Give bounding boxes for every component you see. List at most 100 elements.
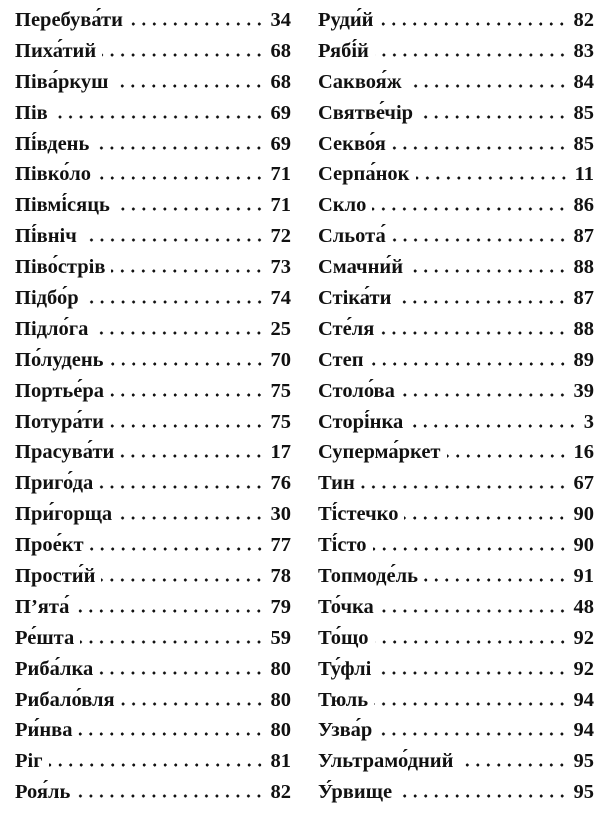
index-entry: У́рвище 95 xyxy=(318,777,594,808)
entry-page-number: 88 xyxy=(573,317,595,340)
entry-page-number: 76 xyxy=(270,472,292,495)
entry-word: Узва́р xyxy=(318,719,373,742)
dot-leader xyxy=(84,300,265,305)
index-entry: Прости́й 78 xyxy=(15,561,291,592)
entry-page-number: 75 xyxy=(270,379,292,402)
dot-leader xyxy=(110,392,265,397)
entry-page-number: 11 xyxy=(574,163,594,186)
index-entry: Скло 86 xyxy=(318,190,594,221)
entry-page-number: 59 xyxy=(270,626,292,649)
dot-leader xyxy=(374,701,568,706)
dot-leader xyxy=(374,639,568,644)
entry-word: Приго́да xyxy=(15,472,94,495)
index-entry: Пиха́тий 68 xyxy=(15,36,291,67)
index-entry: Пі́вніч 72 xyxy=(15,221,291,252)
dot-leader xyxy=(377,670,568,675)
index-entry: Стіка́ти 87 xyxy=(318,283,594,314)
entry-word: Смачни́й xyxy=(318,256,404,279)
entry-word: Стіка́ти xyxy=(318,287,392,310)
dot-leader xyxy=(378,732,568,737)
entry-page-number: 90 xyxy=(573,503,595,526)
entry-word: Скло xyxy=(318,194,367,217)
entry-word: П’ята́ xyxy=(15,595,70,618)
dot-leader xyxy=(78,732,265,737)
dot-leader xyxy=(53,114,265,119)
entry-page-number: 89 xyxy=(573,348,595,371)
dot-leader xyxy=(404,516,568,521)
entry-word: Ті́сто xyxy=(318,534,367,557)
index-entry: Роя́ль 82 xyxy=(15,777,291,808)
entry-word: Перебува́ти xyxy=(15,9,123,31)
entry-page-number: 30 xyxy=(270,503,292,526)
index-entry: То́чка 48 xyxy=(318,592,594,623)
index-entry: Узва́р 94 xyxy=(318,715,594,746)
dot-leader xyxy=(118,516,265,521)
entry-page-number: 80 xyxy=(270,657,292,680)
entry-word: Пі́вніч xyxy=(15,225,77,248)
entry-word: Ре́шта xyxy=(15,626,75,649)
entry-page-number: 95 xyxy=(573,781,595,804)
entry-word: Тин xyxy=(318,472,355,495)
entry-page-number: 72 xyxy=(270,225,292,248)
index-entry: Топмоде́ль 91 xyxy=(318,561,594,592)
index-entry: Ри́нва 80 xyxy=(15,715,291,746)
entry-page-number: 71 xyxy=(270,194,292,217)
entry-page-number: 95 xyxy=(573,750,595,773)
index-entry: Рибало́вля 80 xyxy=(15,685,291,716)
entry-word: Риба́лка xyxy=(15,657,94,680)
dot-leader xyxy=(391,145,568,150)
entry-page-number: 68 xyxy=(270,70,292,93)
dot-leader xyxy=(459,763,568,768)
dot-leader xyxy=(80,639,265,644)
entry-word: Святве́чір xyxy=(318,101,414,124)
index-entry: Ту́флі 92 xyxy=(318,654,594,685)
entry-word: Підбо́р xyxy=(15,287,79,310)
entry-page-number: 82 xyxy=(573,9,595,31)
entry-word: Руди́й xyxy=(318,9,374,31)
dot-leader xyxy=(76,794,265,799)
entry-page-number: 77 xyxy=(270,534,292,557)
index-entry: Перебува́ти 34 xyxy=(15,5,291,36)
index-entry: Сторі́нка 3 xyxy=(318,407,594,438)
index-entry: Пів 69 xyxy=(15,98,291,129)
entry-word: Секво́я xyxy=(318,132,386,155)
index-entry: Приго́да 76 xyxy=(15,468,291,499)
entry-page-number: 25 xyxy=(270,317,292,340)
index-entry: Піво́стрів 73 xyxy=(15,252,291,283)
index-entry: Степ 89 xyxy=(318,345,594,376)
entry-word: Портье́ра xyxy=(15,379,104,402)
entry-word: Саквоя́ж xyxy=(318,70,402,93)
index-entry: Ті́сто 90 xyxy=(318,530,594,561)
dot-leader xyxy=(409,269,568,274)
entry-page-number: 78 xyxy=(270,565,292,588)
dot-leader xyxy=(415,176,569,181)
dot-leader xyxy=(397,300,568,305)
entry-page-number: 73 xyxy=(270,256,292,279)
index-entry: Сте́ля 88 xyxy=(318,314,594,345)
entry-word: Сльота́ xyxy=(318,225,386,248)
index-entry: По́лудень 70 xyxy=(15,345,291,376)
index-entry: Руди́й 82 xyxy=(318,5,594,36)
index-entry: Столо́ва 39 xyxy=(318,376,594,407)
entry-word: То́що xyxy=(318,626,369,649)
dot-leader xyxy=(102,52,265,57)
entry-page-number: 17 xyxy=(270,441,292,464)
dot-leader xyxy=(99,485,265,490)
entry-page-number: 90 xyxy=(573,534,595,557)
dot-leader xyxy=(101,578,265,583)
dot-leader xyxy=(379,608,568,613)
index-entry: Півко́ло 71 xyxy=(15,159,291,190)
dot-leader xyxy=(109,423,265,428)
entry-page-number: 68 xyxy=(270,39,292,62)
dot-leader xyxy=(89,547,265,552)
entry-page-number: 80 xyxy=(270,688,292,711)
entry-page-number: 82 xyxy=(270,781,292,804)
dot-leader xyxy=(99,670,265,675)
entry-word: Півмі́сяць xyxy=(15,194,110,217)
index-entry: Ультрамо́дний 95 xyxy=(318,746,594,777)
entry-word: Сторі́нка xyxy=(318,410,404,433)
entry-page-number: 48 xyxy=(573,595,595,618)
entry-word: У́рвище xyxy=(318,781,393,804)
entry-page-number: 3 xyxy=(583,410,594,433)
index-entry: Пі́вдень 69 xyxy=(15,129,291,160)
